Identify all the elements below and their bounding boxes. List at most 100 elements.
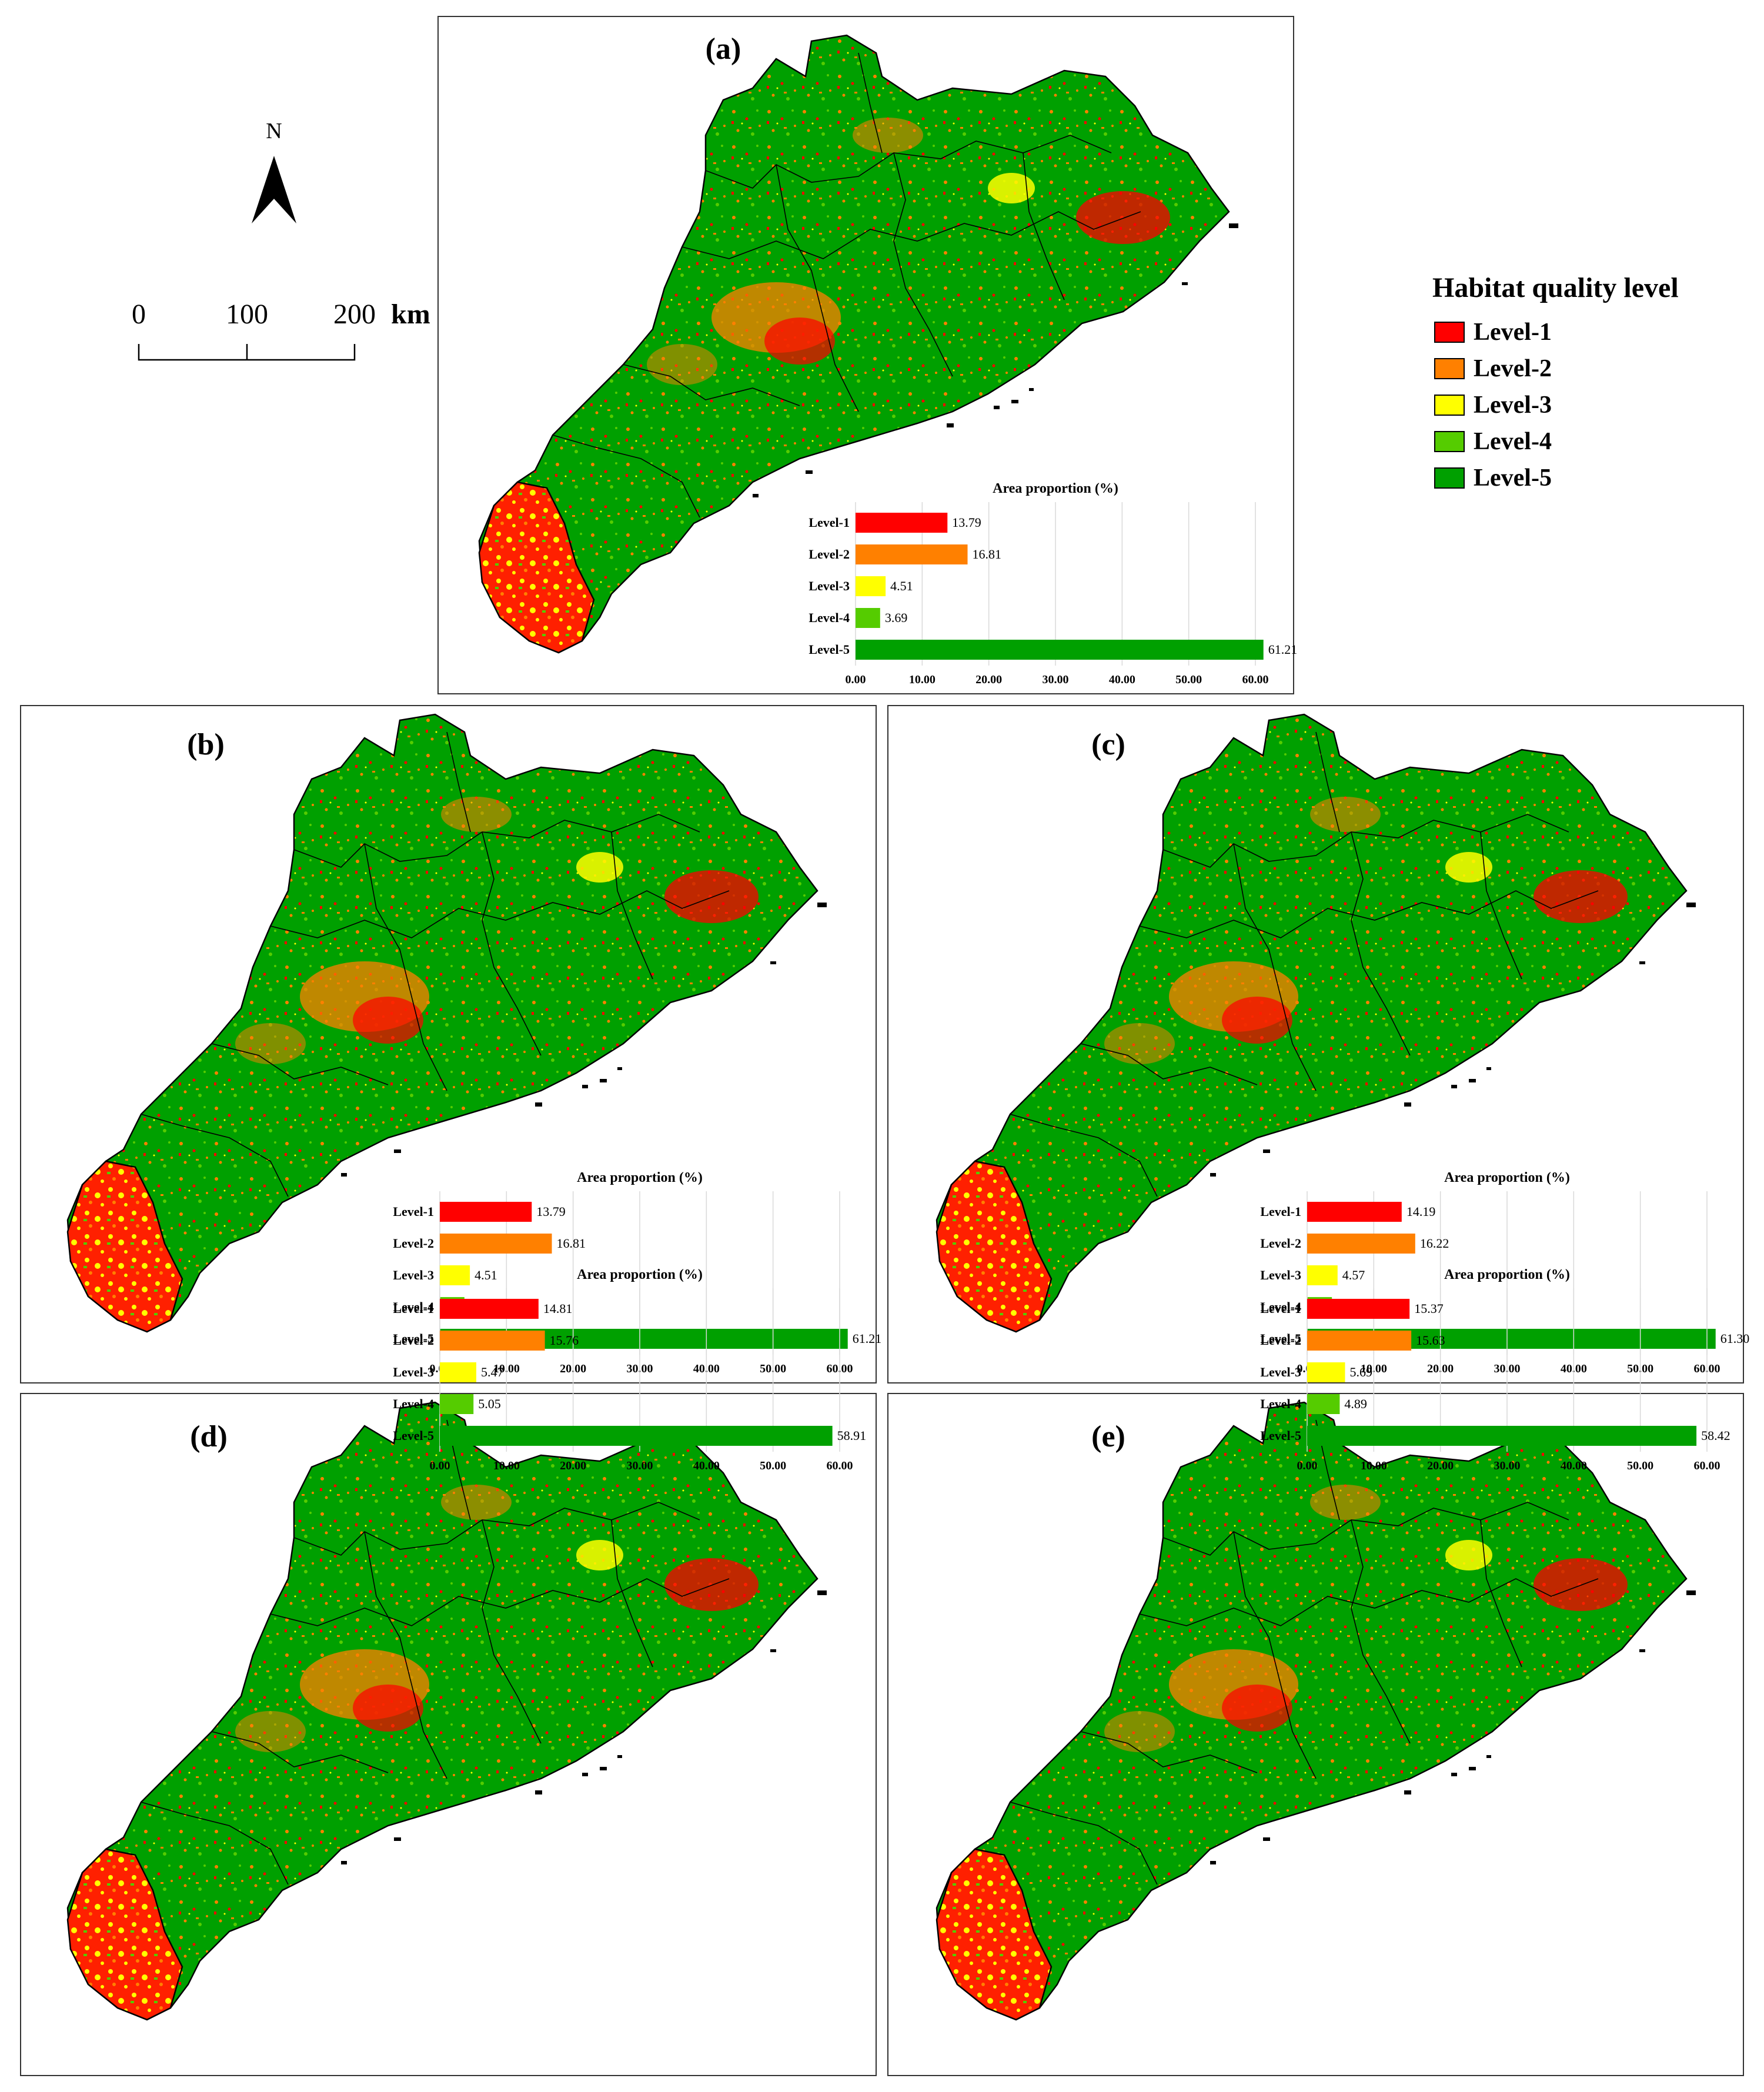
legend-swatch [1434, 467, 1465, 489]
data-label: 16.22 [1420, 1236, 1449, 1251]
x-tick-label: 60.00 [827, 1459, 853, 1472]
bar-level-2 [440, 1331, 545, 1351]
x-tick-label: 60.00 [1242, 673, 1269, 686]
category-label: Level-3 [1260, 1268, 1301, 1282]
bar-level-5 [440, 1426, 833, 1446]
bar-level-2 [856, 544, 968, 564]
category-label: Level-4 [808, 610, 850, 625]
panel-label: (c) [1091, 728, 1125, 761]
x-tick-label: 10.00 [909, 673, 936, 686]
chart-title: Area proportion (%) [577, 1170, 703, 1185]
data-label: 4.89 [1344, 1396, 1367, 1411]
data-label: 61.21 [853, 1331, 882, 1346]
category-label: Level-5 [808, 642, 850, 657]
bar-level-3 [1307, 1265, 1338, 1285]
category-label: Level-5 [1260, 1428, 1301, 1443]
panel-frame [20, 705, 877, 1383]
bar-level-1 [440, 1202, 532, 1222]
category-label: Level-4 [1260, 1396, 1301, 1411]
legend-label: Level-1 [1474, 319, 1552, 346]
x-tick-label: 0.00 [1297, 1459, 1318, 1472]
bar-level-2 [440, 1234, 552, 1254]
scale-unit: km [391, 299, 430, 330]
x-tick-label: 60.00 [1694, 1459, 1720, 1472]
category-label: Level-5 [1260, 1331, 1301, 1346]
legend-swatch [1434, 358, 1465, 379]
habitat-map [66, 1401, 828, 2021]
area-proportion-chart: Area proportion (%) 0.00 10.00 20.00 30.00 40… [393, 1267, 866, 1472]
data-label: 15.63 [1416, 1333, 1445, 1348]
category-label: Level-4 [393, 1396, 434, 1411]
panel-label: (d) [190, 1420, 228, 1453]
x-tick-label: 30.00 [627, 1459, 653, 1472]
x-tick-label: 40.00 [693, 1459, 720, 1472]
scale-tick-label: 100 [226, 299, 268, 330]
data-label: 14.19 [1406, 1204, 1436, 1219]
x-tick-label: 0.00 [846, 673, 866, 686]
category-label: Level-2 [393, 1236, 434, 1251]
category-label: Level-2 [393, 1333, 434, 1348]
category-label: Level-3 [808, 579, 850, 593]
data-label: 5.47 [481, 1365, 504, 1379]
habitat-map [936, 1401, 1697, 2021]
category-label: Level-1 [393, 1301, 434, 1316]
data-label: 16.81 [557, 1236, 586, 1251]
category-label: Level-1 [808, 515, 850, 530]
x-tick-label: 50.00 [760, 1459, 786, 1472]
panel-frame [887, 705, 1744, 1383]
category-label: Level-1 [1260, 1204, 1301, 1219]
data-label: 58.91 [837, 1428, 867, 1443]
bar-level-3 [440, 1265, 470, 1285]
data-label: 13.79 [536, 1204, 566, 1219]
category-label: Level-3 [393, 1365, 434, 1379]
bar-level-1 [856, 513, 948, 533]
bar-level-4 [440, 1394, 474, 1414]
category-label: Level-3 [393, 1268, 434, 1282]
legend-label: Level-4 [1474, 428, 1552, 455]
north-arrow-label: N [266, 119, 282, 143]
x-tick-label: 10.00 [1361, 1459, 1387, 1472]
data-label: 15.76 [550, 1333, 579, 1348]
data-label: 61.30 [1720, 1331, 1750, 1346]
x-tick-label: 20.00 [560, 1459, 586, 1472]
data-label: 5.69 [1349, 1365, 1372, 1379]
panel-frame [20, 1393, 877, 2076]
data-label: 4.51 [890, 579, 913, 593]
panel-label: (e) [1091, 1420, 1125, 1453]
north-arrow: N [252, 119, 296, 223]
chart-title: Area proportion (%) [993, 481, 1118, 496]
bar-level-1 [1307, 1202, 1402, 1222]
category-label: Level-1 [393, 1204, 434, 1219]
x-tick-label: 10.00 [493, 1459, 520, 1472]
x-tick-label: 30.00 [1494, 1459, 1521, 1472]
data-label: 4.51 [475, 1268, 497, 1282]
bar-level-4 [856, 608, 880, 628]
panel-frame [437, 16, 1294, 694]
bar-level-1 [1307, 1299, 1410, 1319]
bar-level-3 [440, 1362, 476, 1382]
bar-level-3 [1307, 1362, 1345, 1382]
legend-label: Level-3 [1474, 392, 1552, 419]
category-label: Level-2 [808, 547, 850, 562]
data-label: 4.57 [1342, 1268, 1365, 1282]
bar-level-3 [856, 576, 886, 596]
panel-e: (e) Area proportion (%) 0.00 10.00 20.00 30.… [887, 1267, 1744, 2076]
data-label: 13.79 [952, 515, 981, 530]
x-tick-label: 30.00 [1043, 673, 1069, 686]
data-label: 15.37 [1414, 1301, 1444, 1316]
bar-level-2 [1307, 1234, 1415, 1254]
legend-label: Level-5 [1474, 464, 1552, 492]
x-tick-label: 50.00 [1627, 1459, 1653, 1472]
area-proportion-chart: Area proportion (%) 0.00 10.00 20.00 30.00 40… [808, 481, 1297, 686]
bar-level-5 [856, 640, 1264, 660]
category-label: Level-5 [393, 1428, 434, 1443]
data-label: 58.42 [1701, 1428, 1730, 1443]
category-label: Level-1 [1260, 1301, 1301, 1316]
data-label: 3.69 [885, 610, 908, 625]
chart-title: Area proportion (%) [577, 1267, 703, 1282]
data-label: 14.81 [543, 1301, 573, 1316]
data-label: 61.21 [1268, 642, 1298, 657]
x-tick-label: 40.00 [1109, 673, 1135, 686]
bar-level-1 [440, 1299, 539, 1319]
data-label: 16.81 [973, 547, 1002, 562]
